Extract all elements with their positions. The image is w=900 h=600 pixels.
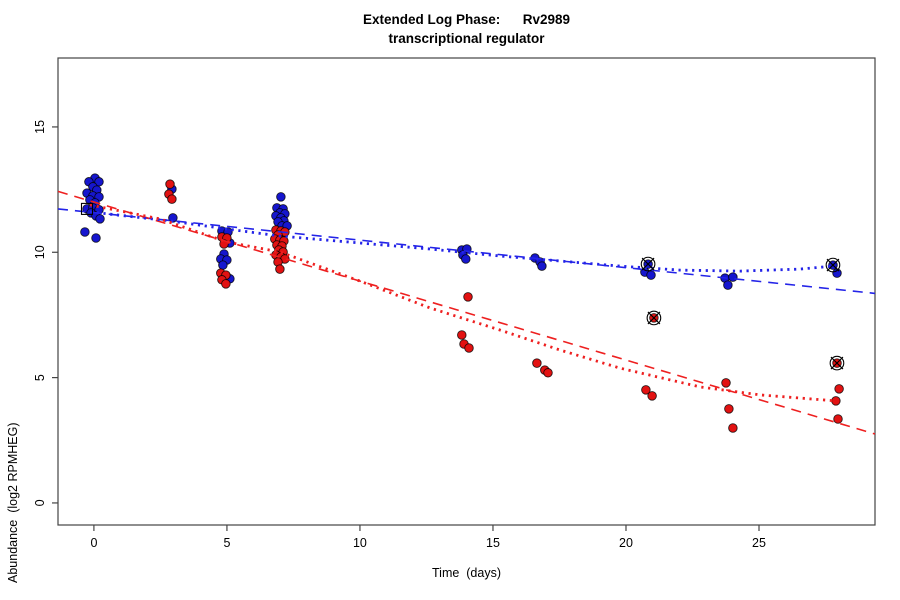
red-dotted-smooth-fit (89, 203, 837, 403)
red-data-point (532, 358, 542, 368)
red-data-point (721, 378, 731, 388)
y-tick-label: 0 (33, 499, 47, 506)
red-data-point (728, 423, 738, 433)
x-axis-label: Time (days) (432, 566, 501, 580)
blue-data-point (95, 214, 105, 224)
red-data-point (464, 343, 474, 353)
blue-data-point (218, 260, 228, 270)
red-dashed-linear-fit (57, 190, 876, 435)
plot-title: Extended Log Phase: Rv2989 (362, 12, 571, 27)
red-data-point (275, 264, 285, 274)
red-data-point (834, 384, 844, 394)
x-tick-label: 5 (223, 536, 230, 550)
red-data-point (221, 279, 231, 289)
blue-data-point (646, 270, 656, 280)
y-tick-label: 15 (33, 120, 47, 134)
blue-data-point (91, 233, 101, 243)
red-data-point (463, 292, 473, 302)
circle-x-marker-diag2 (826, 258, 840, 272)
circle-x-marker-diag2 (647, 311, 661, 325)
square-marker (80, 202, 94, 215)
blue-dashed-linear-fit (57, 208, 876, 295)
circle-x-marker (829, 355, 845, 371)
red-data-point (167, 194, 177, 204)
red-data-point (724, 404, 734, 414)
blue-data-point (537, 261, 547, 271)
red-data-point (833, 414, 843, 424)
blue-dotted-smooth-fit (89, 210, 834, 273)
blue-data-point (461, 254, 471, 264)
circle-x-marker-diag2 (641, 257, 655, 271)
red-data-point (641, 385, 651, 395)
blue-data-point (723, 280, 733, 290)
red-data-point (831, 396, 841, 406)
blue-data-point (276, 192, 286, 202)
red-data-point (165, 179, 175, 189)
x-tick-label: 10 (353, 536, 367, 550)
circle-x-marker-diag2 (830, 356, 844, 370)
blue-data-point (728, 272, 738, 282)
circle-x-marker (646, 310, 662, 326)
x-tick-label: 15 (486, 536, 500, 550)
circle-x-marker (640, 256, 656, 272)
blue-data-point (80, 227, 90, 237)
red-data-point (647, 391, 657, 401)
x-tick-label: 20 (619, 536, 633, 550)
red-data-point (543, 368, 553, 378)
x-tick-label: 0 (90, 536, 97, 550)
circle-x-marker (825, 257, 841, 273)
y-tick-label: 5 (33, 374, 47, 381)
y-tick-label: 10 (33, 245, 47, 259)
plot-subtitle: transcriptional regulator (388, 31, 545, 46)
x-tick-label: 25 (752, 536, 766, 550)
red-data-point (457, 330, 467, 340)
plot-box (57, 57, 876, 526)
